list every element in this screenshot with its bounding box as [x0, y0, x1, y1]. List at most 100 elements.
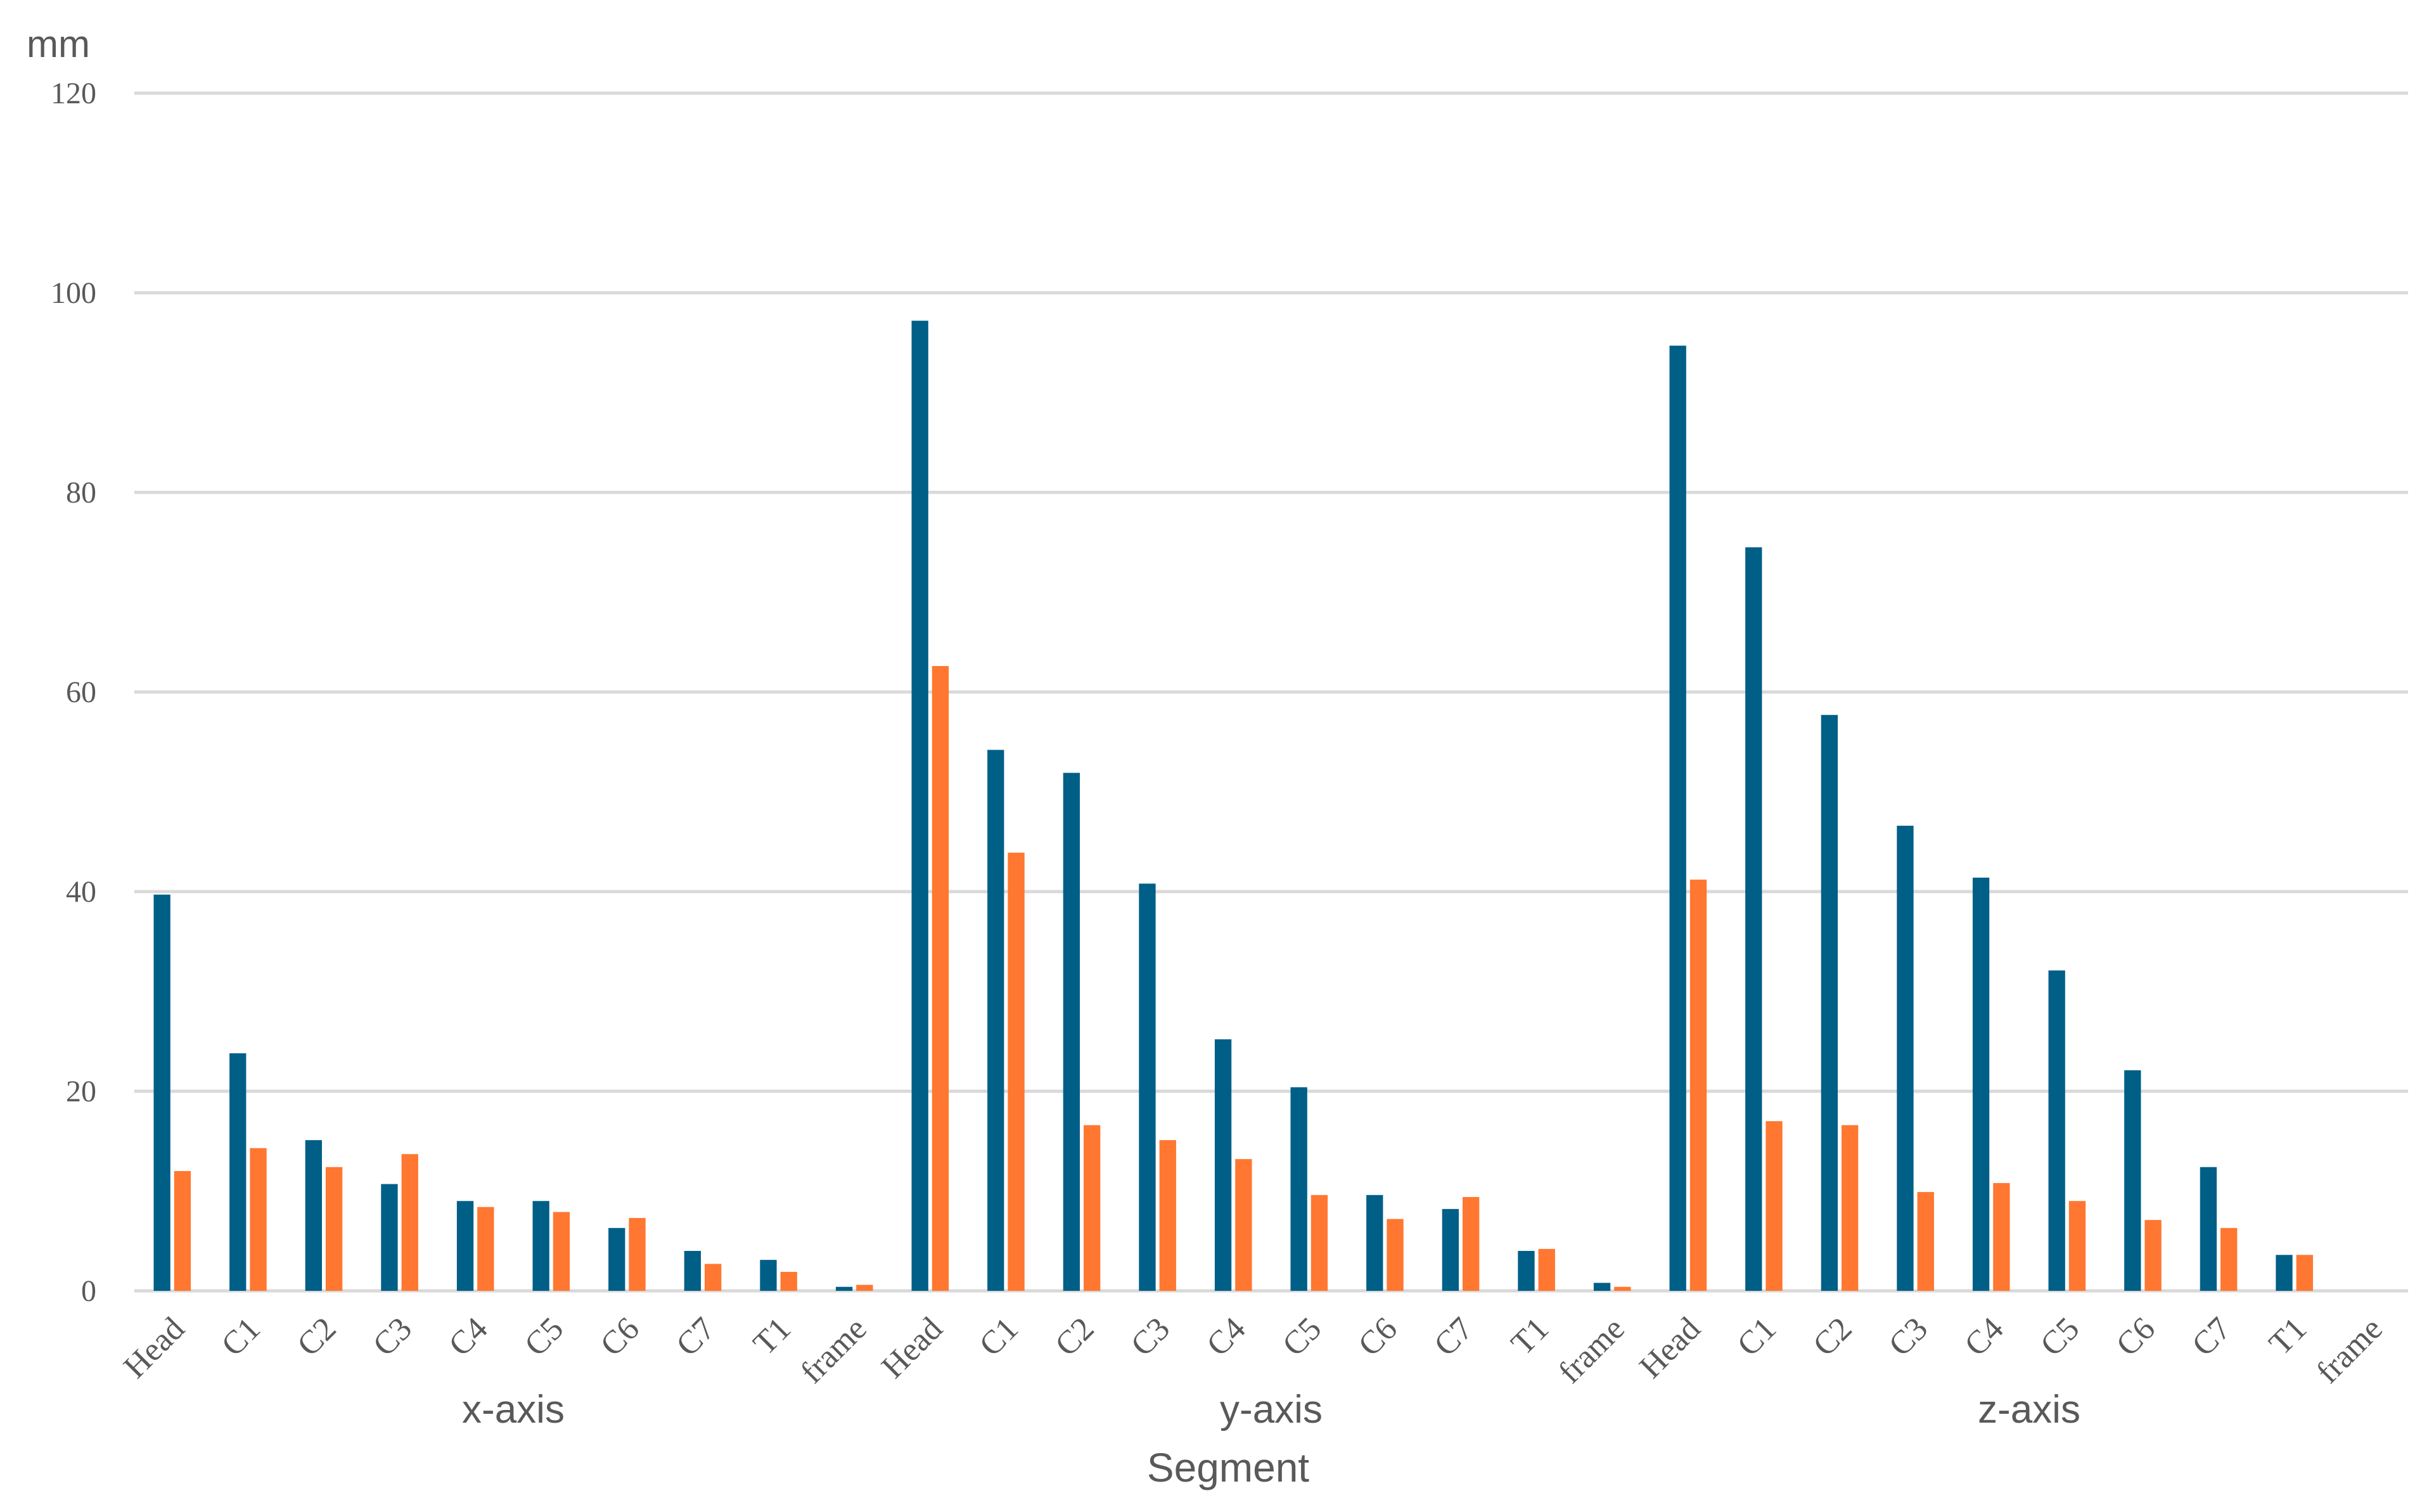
bar-x-axis-C3-series2 — [401, 1154, 418, 1291]
bar-y-axis-Head-series2 — [932, 666, 949, 1291]
y-tick-label: 120 — [51, 77, 96, 110]
bar-z-axis-T1-series2 — [2296, 1255, 2313, 1291]
x-tick-label: Head — [117, 1310, 191, 1385]
y-tick-label: 40 — [66, 875, 96, 909]
bar-x-axis-T1-series2 — [780, 1272, 797, 1291]
bar-x-axis-C6-series2 — [629, 1218, 646, 1291]
bar-y-axis-C4-series2 — [1235, 1159, 1252, 1291]
bar-x-axis-frame-series2 — [856, 1285, 873, 1291]
bar-y-axis-T1-series1 — [1518, 1251, 1535, 1291]
bar-y-axis-frame-series1 — [1593, 1283, 1611, 1291]
x-tick-label: C5 — [1276, 1310, 1328, 1363]
x-tick-label: C2 — [290, 1310, 343, 1363]
y-axis-ticks: 0 20 40 60 80 100 120 — [51, 77, 96, 1308]
bars — [153, 321, 2313, 1291]
y-tick-label: 20 — [66, 1075, 96, 1108]
bar-y-axis-C2-series1 — [1063, 772, 1080, 1291]
x-tick-label: frame — [1552, 1310, 1632, 1390]
x-tick-label: C6 — [594, 1310, 646, 1363]
x-tick-label: C3 — [1882, 1310, 1935, 1363]
group-label-x-axis: x-axis — [462, 1388, 565, 1432]
x-tick-label: C1 — [215, 1310, 267, 1363]
x-tick-label: C3 — [1124, 1310, 1177, 1363]
x-tick-label: Head — [875, 1310, 949, 1385]
x-tick-label: C6 — [1352, 1310, 1404, 1363]
bar-x-axis-C7-series1 — [684, 1251, 702, 1291]
x-tick-label: frame — [794, 1310, 874, 1390]
bar-z-axis-T1-series1 — [2276, 1255, 2293, 1291]
bar-y-axis-C3-series1 — [1139, 883, 1156, 1291]
x-axis-title: Segment — [1147, 1445, 1309, 1490]
x-tick-label: C6 — [2110, 1310, 2162, 1363]
bar-x-axis-C5-series2 — [553, 1212, 570, 1291]
x-tick-label: T1 — [2262, 1310, 2314, 1362]
x-tick-label: C4 — [1958, 1310, 2010, 1363]
bar-y-axis-C1-series2 — [1008, 852, 1025, 1291]
x-tick-label: C1 — [1731, 1310, 1783, 1363]
gridlines — [134, 91, 2408, 1293]
bar-x-axis-C2-series1 — [305, 1140, 323, 1291]
bar-y-axis-T1-series2 — [1538, 1248, 1555, 1291]
group-labels: x-axis y-axis z-axis — [462, 1388, 2080, 1432]
x-tick-label: C4 — [442, 1310, 494, 1363]
bar-y-axis-C7-series2 — [1462, 1196, 1480, 1291]
bar-x-axis-Head-series1 — [153, 894, 170, 1291]
bar-z-axis-C6-series2 — [2144, 1220, 2162, 1291]
bar-y-axis-frame-series2 — [1614, 1286, 1631, 1291]
bar-x-axis-C5-series1 — [532, 1201, 549, 1291]
bar-x-axis-frame-series1 — [835, 1286, 853, 1291]
bar-z-axis-C3-series1 — [1897, 826, 1914, 1291]
bar-y-axis-C6-series2 — [1387, 1219, 1404, 1291]
x-tick-label: C4 — [1200, 1310, 1252, 1363]
bar-x-axis-C4-series1 — [456, 1201, 474, 1291]
y-axis-unit-label: mm — [27, 23, 90, 65]
bar-z-axis-C4-series2 — [1993, 1182, 2010, 1291]
bar-z-axis-C2-series2 — [1841, 1125, 1859, 1291]
bar-x-axis-Head-series2 — [174, 1171, 191, 1291]
y-tick-label: 0 — [81, 1274, 96, 1308]
bar-x-axis-C7-series2 — [704, 1264, 722, 1291]
y-tick-label: 60 — [66, 676, 96, 709]
x-tick-label: frame — [2310, 1310, 2390, 1390]
x-tick-label: Head — [1632, 1310, 1707, 1385]
bar-x-axis-C1-series1 — [229, 1053, 247, 1291]
x-tick-label: C2 — [1806, 1310, 1859, 1363]
bar-y-axis-C4-series1 — [1214, 1039, 1232, 1291]
x-tick-label: T1 — [1504, 1310, 1556, 1362]
bar-y-axis-C1-series1 — [987, 750, 1004, 1291]
bar-x-axis-C4-series2 — [477, 1207, 494, 1291]
bar-x-axis-C2-series2 — [325, 1167, 343, 1291]
bar-y-axis-Head-series1 — [911, 321, 928, 1291]
bar-z-axis-C3-series2 — [1917, 1192, 1934, 1291]
x-tick-label: C7 — [669, 1310, 722, 1363]
x-tick-label: C5 — [2034, 1310, 2086, 1363]
bar-y-axis-C5-series2 — [1311, 1195, 1328, 1291]
bar-x-axis-C3-series1 — [381, 1184, 398, 1291]
bar-z-axis-C6-series1 — [2124, 1070, 2141, 1291]
bar-z-axis-C5-series1 — [2048, 970, 2065, 1291]
bar-z-axis-C2-series1 — [1821, 715, 1838, 1291]
group-label-z-axis: z-axis — [1978, 1388, 2080, 1432]
y-tick-label: 100 — [51, 276, 96, 310]
x-tick-label: C1 — [973, 1310, 1025, 1363]
bar-z-axis-C7-series2 — [2220, 1227, 2238, 1291]
group-label-y-axis: y-axis — [1220, 1388, 1323, 1432]
bar-y-axis-C7-series1 — [1442, 1208, 1459, 1291]
y-tick-label: 80 — [66, 476, 96, 509]
bar-z-axis-C1-series2 — [1766, 1121, 1783, 1291]
bar-z-axis-Head-series2 — [1689, 880, 1707, 1291]
bar-z-axis-C7-series1 — [2200, 1167, 2217, 1291]
bar-z-axis-C4-series1 — [1972, 877, 1990, 1291]
x-tick-label: C2 — [1048, 1310, 1101, 1363]
bar-y-axis-C5-series1 — [1290, 1087, 1307, 1291]
bar-x-axis-C1-series2 — [250, 1148, 267, 1291]
bar-z-axis-C1-series1 — [1745, 547, 1762, 1291]
bar-z-axis-Head-series1 — [1669, 345, 1686, 1291]
bar-y-axis-C3-series2 — [1159, 1140, 1176, 1291]
bar-z-axis-C5-series2 — [2068, 1201, 2086, 1291]
bar-x-axis-T1-series1 — [760, 1260, 777, 1291]
bar-x-axis-C6-series1 — [608, 1227, 625, 1291]
bar-y-axis-C2-series2 — [1083, 1125, 1101, 1291]
